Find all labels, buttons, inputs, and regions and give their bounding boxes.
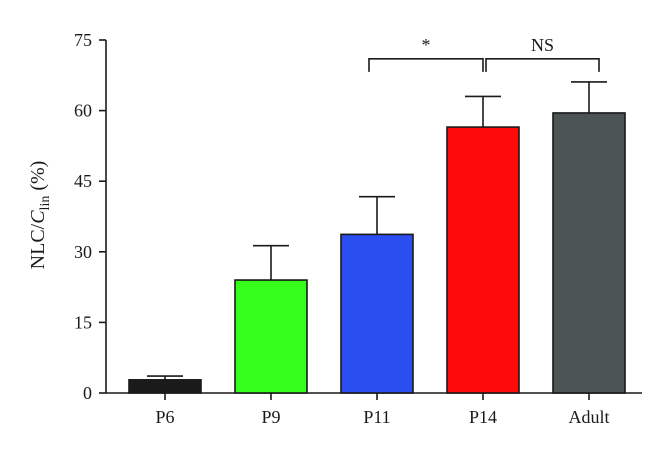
bars	[128, 112, 626, 394]
y-tick-label: 0	[83, 383, 92, 403]
y-tick-label: 45	[74, 171, 92, 191]
bar-adult	[552, 112, 626, 394]
bar-p11	[340, 233, 414, 394]
y-axis-title-italic: C	[27, 210, 49, 224]
y-tick-label: 15	[74, 312, 92, 332]
y-tick-label: 75	[74, 30, 92, 50]
significance-label: NS	[531, 35, 554, 55]
x-axis: P6 P9 P11 P14 Adult	[106, 392, 642, 427]
significance-label: *	[422, 35, 431, 55]
y-axis: 0 15 30 45 60 75	[74, 30, 107, 403]
x-tick-label: Adult	[568, 407, 609, 427]
y-axis-title-unit: (%)	[27, 161, 49, 196]
bar-p9	[234, 279, 308, 394]
x-tick-label: P11	[363, 407, 390, 427]
bar-p6	[128, 379, 202, 394]
y-tick-label: 60	[74, 101, 92, 121]
significance-bracket	[368, 58, 484, 72]
x-tick-label: P14	[469, 407, 497, 427]
x-tick-label: P9	[261, 407, 280, 427]
y-axis-title: NLC/Clin (%)	[27, 161, 53, 270]
x-tick-label: P6	[155, 407, 174, 427]
error-bars	[147, 81, 607, 380]
significance-brackets: * NS	[368, 35, 600, 72]
y-axis-title-subscript: lin	[38, 196, 53, 211]
y-axis-title-main: NLC/	[27, 223, 49, 269]
significance-bracket	[485, 58, 600, 72]
bar-p14	[446, 126, 520, 394]
y-tick-label: 30	[74, 242, 92, 262]
